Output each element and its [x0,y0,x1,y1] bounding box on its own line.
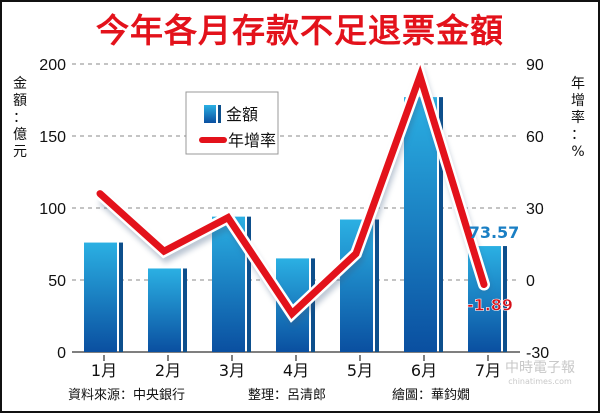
x-tick-label: 7月 [475,361,501,380]
bar [148,268,181,352]
legend-line-label: 年增率 [228,131,276,150]
right-axis-title: % [571,144,584,160]
x-tick-label: 6月 [411,361,437,380]
right-axis-title: ： [571,127,585,143]
left-axis-title: 元 [13,144,27,160]
legend-bar-swatch [204,105,216,123]
right-axis-title: 增 [571,93,585,109]
bar-edge [375,219,379,352]
rate-line [96,64,488,319]
rate-callout: -1.89 [467,296,513,315]
left-axis-title: 金 [13,76,27,92]
bar-edge [439,97,443,353]
left-tick-label: 150 [39,129,66,146]
right-tick-label: 90 [526,57,544,74]
x-tick-label: 4月 [283,361,309,380]
x-tick-label: 3月 [219,361,245,380]
left-tick-label: 0 [57,345,66,362]
right-tick-label: 30 [526,201,544,218]
bar-edge [183,268,187,352]
left-tick-label: 200 [39,57,66,74]
left-tick-label: 100 [39,201,66,218]
right-tick-label: 60 [526,129,544,146]
amount-callout: 73.57 [469,223,520,242]
right-tick-label: 0 [526,273,535,290]
artist-credit: 繪圖：華鈞嫺 [392,388,471,403]
left-tick-label: 50 [48,273,66,290]
editor-credit: 整理：呂清郎 [248,388,327,403]
right-axis-title: 年 [571,76,585,92]
bar [84,242,117,352]
left-axis-title: 額 [13,93,27,109]
bar [404,97,437,353]
watermark-url: chinatimes.com [508,377,572,386]
bar-edge [247,216,251,352]
left-axis-title: 億 [13,127,27,143]
legend-bar-swatch-edge [218,105,221,123]
legend-box [185,91,279,155]
right-tick-label: -30 [526,345,549,362]
left-axis-title: ： [13,110,27,126]
bar-edge [119,242,123,352]
source-credit: 資料來源：中央銀行 [68,388,186,403]
x-tick-label: 1月 [91,361,117,380]
bar-edge [503,246,507,352]
right-axis-title: 率 [571,109,585,126]
chart-title: 今年各月存款不足退票金額 [96,11,504,50]
legend-bar-label: 金額 [226,105,258,124]
x-tick-label: 2月 [155,361,181,380]
watermark: 中時電子報 [505,360,575,376]
x-tick-label: 5月 [347,361,373,380]
